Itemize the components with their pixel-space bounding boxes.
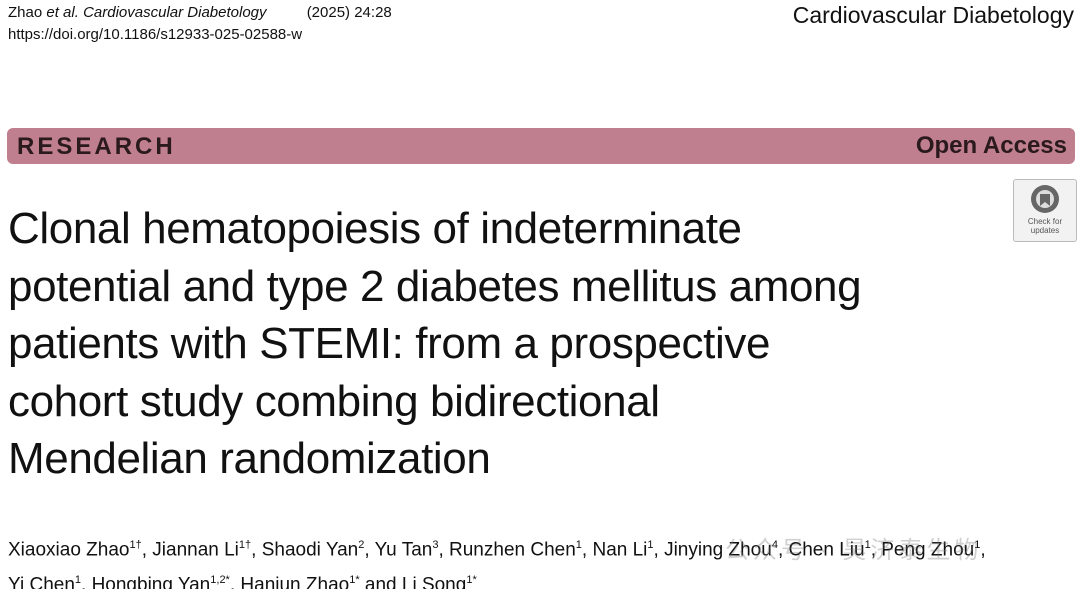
- author-separator: ,: [777, 539, 789, 561]
- author-separator: ,: [980, 539, 986, 561]
- badge-text: Check for updates: [1014, 217, 1076, 235]
- watermark: 公众号 · 昊济泰生物: [725, 537, 983, 564]
- author-affiliation: 1†: [238, 539, 252, 551]
- author-affiliation: 2: [358, 539, 365, 551]
- author-separator: ,: [364, 539, 375, 561]
- author-name: Xiaoxiao Zhao: [8, 539, 130, 561]
- author-affiliation: 1†: [129, 539, 142, 551]
- title-line: Mendelian randomization: [8, 434, 491, 483]
- doi[interactable]: https://doi.org/10.1186/s12933-025-02588…: [8, 26, 303, 43]
- citation-author: Zhao: [8, 4, 43, 21]
- author-separator: and: [359, 574, 402, 589]
- author-affiliation: 1: [974, 539, 981, 551]
- author-affiliation: 1,2*: [210, 574, 230, 587]
- author-affiliation: 1*: [349, 574, 360, 587]
- title-line: potential and type 2 diabetes mellitus a…: [8, 261, 862, 311]
- author-affiliation: 1: [575, 539, 582, 551]
- author-name: Jiannan Li: [152, 539, 239, 561]
- author-separator: ,: [229, 574, 241, 589]
- author-name: Hongbing Yan: [91, 574, 211, 589]
- title-line: patients with STEMI: from a prospective: [8, 319, 771, 368]
- author-separator: ,: [251, 539, 262, 561]
- article-title: Clonal hematopoiesis of indeterminate pot…: [8, 200, 862, 488]
- author-name: Chen Liu: [788, 539, 865, 561]
- banner: RESEARCH Open Access: [7, 128, 1075, 164]
- author-separator: ,: [870, 539, 882, 561]
- title-line: Clonal hematopoiesis of indeterminate: [8, 204, 742, 253]
- author-name: Li Song: [401, 574, 467, 589]
- author-affiliation: 4: [771, 539, 778, 551]
- author-name: Peng Zhou: [881, 539, 975, 561]
- author-affiliation: 1*: [466, 574, 477, 587]
- title-line: cohort study combing bidirectional: [8, 376, 660, 426]
- author-separator: ,: [581, 539, 593, 561]
- citation-journal: Cardiovascular Diabetology: [83, 4, 267, 21]
- author-affiliation: 1: [74, 574, 82, 587]
- author-name: Jinying Zhou: [664, 539, 772, 561]
- article-type: RESEARCH: [17, 133, 176, 160]
- author-name: Nan Li: [592, 539, 648, 561]
- author-name: Runzhen Chen: [449, 539, 576, 561]
- author-name: Hanjun Zhao: [240, 574, 350, 589]
- author-affiliation: 1: [647, 539, 654, 551]
- author-name: Shaodi Yan: [261, 539, 359, 561]
- author-affiliation: 1: [864, 539, 871, 551]
- author-separator: ,: [438, 539, 450, 561]
- access-label: Open Access: [915, 132, 1067, 159]
- journal-name: Cardiovascular Diabetology: [792, 2, 1074, 28]
- citation: Zhao et al. Cardiovascular Diabetology (…: [8, 4, 392, 21]
- badge-line: updates: [1030, 226, 1060, 235]
- check-updates-badge[interactable]: Check for updates: [1013, 179, 1077, 242]
- author-separator: ,: [81, 574, 92, 589]
- author-list: Xiaoxiao Zhao1†, Jiannan Li1†, Shaodi Ya…: [8, 530, 986, 589]
- author-line: Yi Chen1, Hongbing Yan1,2*, Hanjun Zhao1…: [8, 565, 986, 589]
- author-affiliation: 3: [432, 539, 439, 551]
- citation-etal: et al.: [46, 4, 79, 21]
- author-separator: ,: [141, 539, 153, 561]
- author-separator: ,: [653, 539, 665, 561]
- author-line: Xiaoxiao Zhao1†, Jiannan Li1†, Shaodi Ya…: [8, 530, 986, 565]
- author-name: Yu Tan: [374, 539, 433, 561]
- badge-icon: [1031, 185, 1059, 213]
- author-name: Yi Chen: [8, 574, 75, 589]
- badge-line: Check for: [1027, 217, 1063, 226]
- citation-issue: (2025) 24:28: [306, 4, 392, 21]
